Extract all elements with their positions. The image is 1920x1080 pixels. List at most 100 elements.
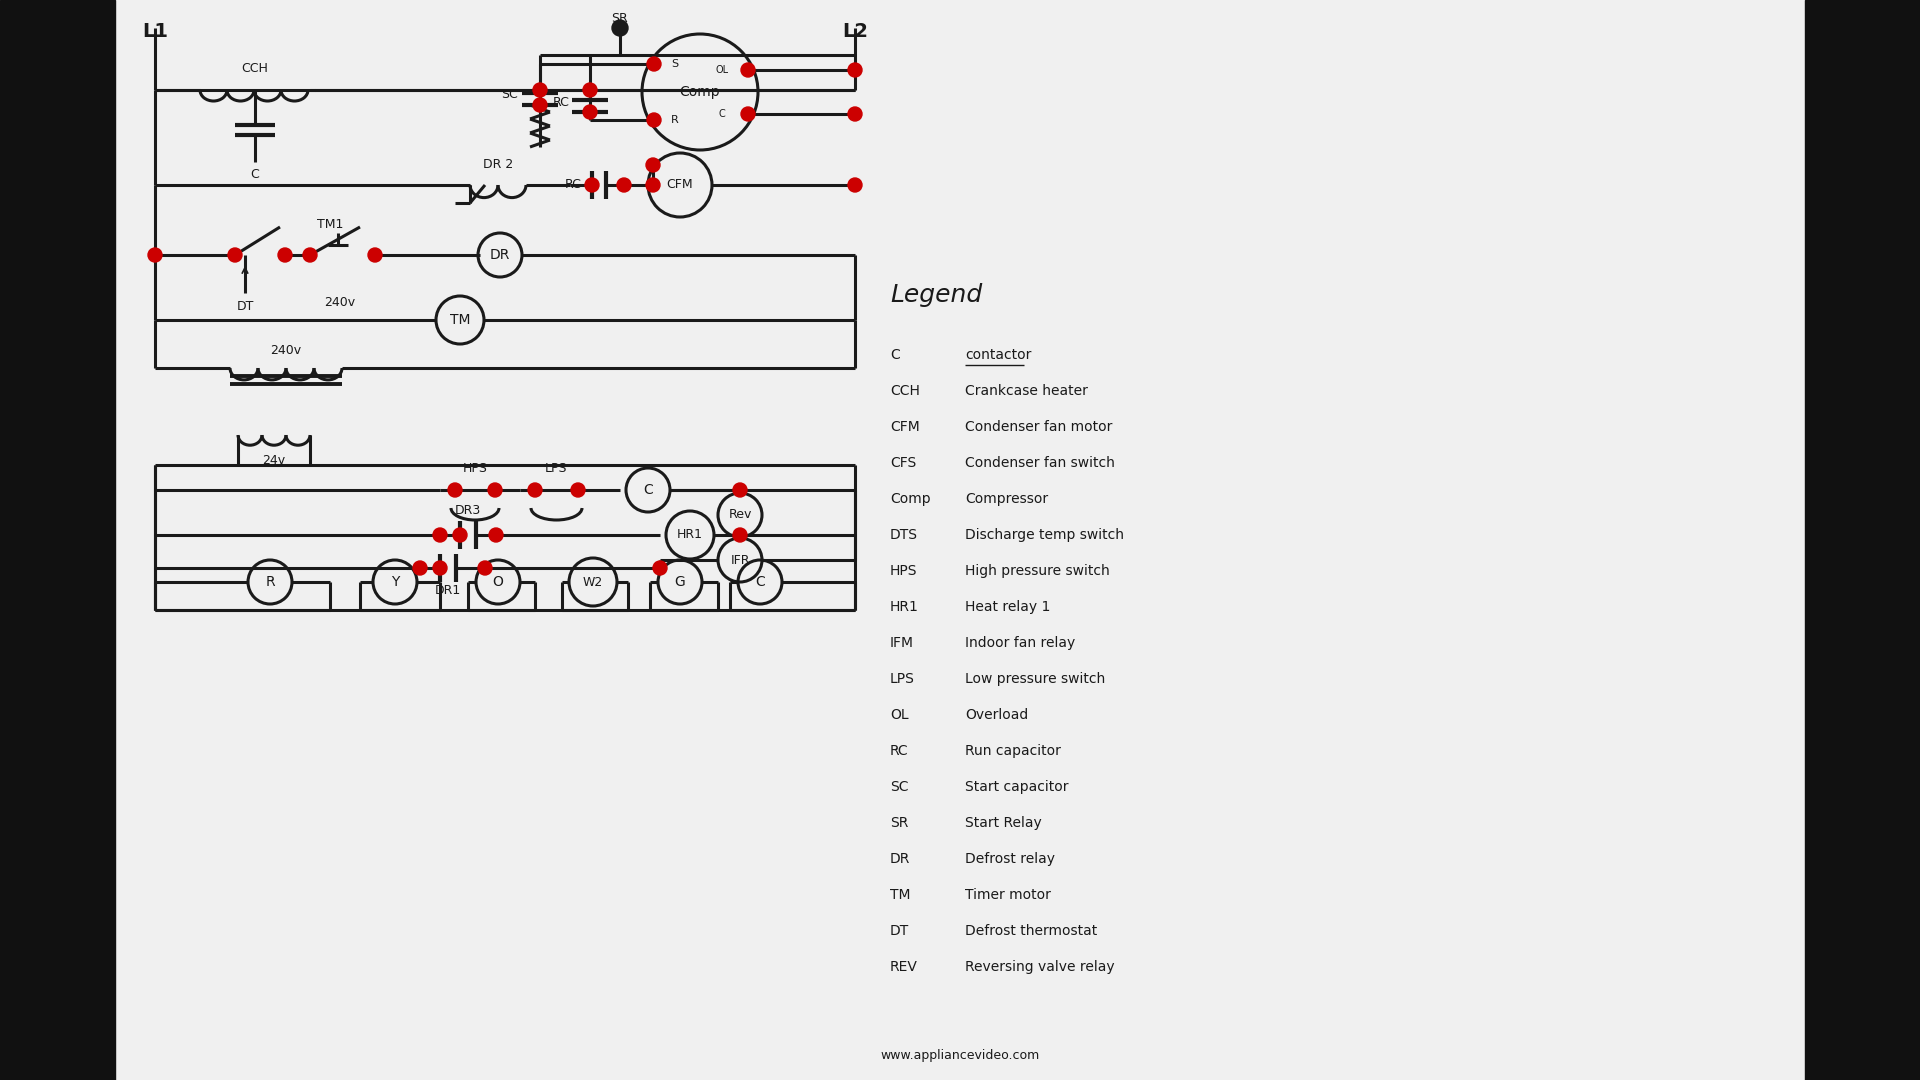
Text: Discharge temp switch: Discharge temp switch <box>966 528 1123 542</box>
Text: Defrost relay: Defrost relay <box>966 852 1054 866</box>
Text: C: C <box>755 575 764 589</box>
Text: TM: TM <box>449 313 470 327</box>
Text: DT: DT <box>891 924 910 939</box>
Text: C: C <box>252 167 259 180</box>
Circle shape <box>584 83 597 97</box>
Text: Y: Y <box>392 575 399 589</box>
Text: W2: W2 <box>584 576 603 589</box>
Text: G: G <box>674 575 685 589</box>
Text: SC: SC <box>891 780 908 794</box>
Circle shape <box>434 528 447 542</box>
Text: Overload: Overload <box>966 708 1029 723</box>
Text: L2: L2 <box>843 22 868 41</box>
Text: C: C <box>643 483 653 497</box>
Text: OL: OL <box>716 65 728 75</box>
Text: DT: DT <box>236 300 253 313</box>
Text: 24v: 24v <box>263 455 286 468</box>
Text: Start capacitor: Start capacitor <box>966 780 1069 794</box>
Text: RC: RC <box>891 744 908 758</box>
Text: Comp: Comp <box>680 85 720 99</box>
Text: Heat relay 1: Heat relay 1 <box>966 600 1050 615</box>
Text: R: R <box>265 575 275 589</box>
Circle shape <box>148 248 161 262</box>
Text: TM1: TM1 <box>317 218 344 231</box>
Text: L1: L1 <box>142 22 169 41</box>
Text: Run capacitor: Run capacitor <box>966 744 1062 758</box>
Text: Comp: Comp <box>891 492 931 507</box>
Text: SR: SR <box>612 12 628 25</box>
Text: Indoor fan relay: Indoor fan relay <box>966 636 1075 650</box>
Text: TM: TM <box>891 888 910 902</box>
Text: S: S <box>672 59 678 69</box>
Text: Crankcase heater: Crankcase heater <box>966 384 1089 399</box>
Circle shape <box>741 107 755 121</box>
Circle shape <box>849 178 862 192</box>
Text: Defrost thermostat: Defrost thermostat <box>966 924 1096 939</box>
Text: CFM: CFM <box>666 178 693 191</box>
Text: Condenser fan motor: Condenser fan motor <box>966 420 1112 434</box>
Text: DR 2: DR 2 <box>482 159 513 172</box>
Circle shape <box>586 178 599 192</box>
Circle shape <box>645 178 660 192</box>
Text: OL: OL <box>891 708 908 723</box>
Circle shape <box>849 63 862 77</box>
Circle shape <box>453 528 467 542</box>
Circle shape <box>278 248 292 262</box>
Text: HR1: HR1 <box>678 528 703 541</box>
Text: Compressor: Compressor <box>966 492 1048 507</box>
Circle shape <box>647 113 660 127</box>
Circle shape <box>447 483 463 497</box>
Text: DR1: DR1 <box>434 583 461 596</box>
Text: RC: RC <box>553 96 570 109</box>
Text: SR: SR <box>891 816 908 831</box>
Circle shape <box>616 178 632 192</box>
Circle shape <box>653 561 666 575</box>
Text: 240v: 240v <box>271 343 301 356</box>
Circle shape <box>733 528 747 542</box>
Circle shape <box>647 57 660 71</box>
Text: CCH: CCH <box>242 62 269 75</box>
Text: Rev: Rev <box>728 509 753 522</box>
Text: C: C <box>891 348 900 362</box>
Circle shape <box>534 83 547 97</box>
Circle shape <box>488 483 501 497</box>
Circle shape <box>434 561 447 575</box>
Circle shape <box>849 107 862 121</box>
Circle shape <box>733 483 747 497</box>
Text: Start Relay: Start Relay <box>966 816 1043 831</box>
Text: DTS: DTS <box>891 528 918 542</box>
Text: Condenser fan switch: Condenser fan switch <box>966 456 1116 470</box>
Text: Reversing valve relay: Reversing valve relay <box>966 960 1116 974</box>
Circle shape <box>369 248 382 262</box>
Circle shape <box>490 528 503 542</box>
Circle shape <box>584 105 597 119</box>
Bar <box>0 0 115 1080</box>
Text: DR: DR <box>490 248 511 262</box>
Text: DR3: DR3 <box>455 504 482 517</box>
Circle shape <box>528 483 541 497</box>
Circle shape <box>645 158 660 172</box>
Text: CCH: CCH <box>891 384 920 399</box>
Circle shape <box>612 21 628 36</box>
Circle shape <box>303 248 317 262</box>
Text: SC: SC <box>501 89 518 102</box>
Circle shape <box>534 98 547 112</box>
Text: www.appliancevideo.com: www.appliancevideo.com <box>881 1049 1039 1062</box>
Text: LPS: LPS <box>891 672 914 686</box>
Text: Low pressure switch: Low pressure switch <box>966 672 1106 686</box>
Text: DR: DR <box>891 852 910 866</box>
Text: CFS: CFS <box>891 456 916 470</box>
Text: HR1: HR1 <box>891 600 920 615</box>
Text: Legend: Legend <box>891 283 983 307</box>
Text: R: R <box>672 114 680 125</box>
Circle shape <box>741 63 755 77</box>
Text: LPS: LPS <box>545 461 568 474</box>
Circle shape <box>413 561 426 575</box>
Text: RC: RC <box>564 178 582 191</box>
Text: REV: REV <box>891 960 918 974</box>
Text: O: O <box>493 575 503 589</box>
Text: IFM: IFM <box>891 636 914 650</box>
Text: HPS: HPS <box>463 461 488 474</box>
Text: Timer motor: Timer motor <box>966 888 1050 902</box>
Text: CFM: CFM <box>891 420 920 434</box>
